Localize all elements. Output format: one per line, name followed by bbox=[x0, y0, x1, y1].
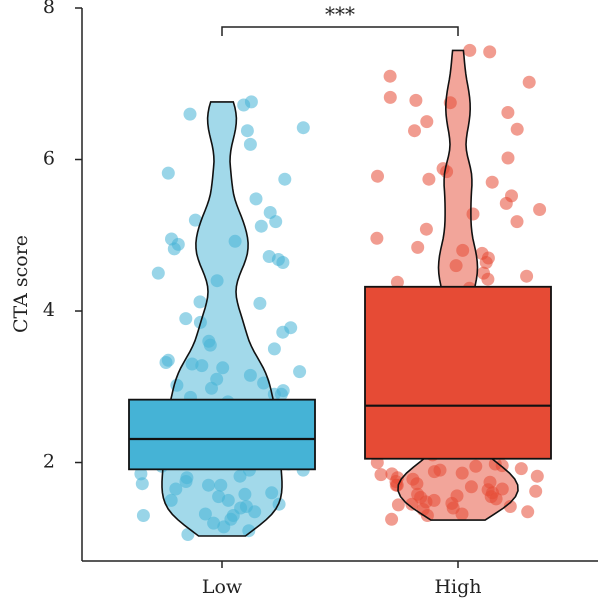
data-point bbox=[249, 192, 263, 206]
y-tick-label: 8 bbox=[43, 0, 55, 18]
data-point bbox=[420, 115, 434, 129]
data-point bbox=[409, 93, 423, 107]
significance-bracket bbox=[221, 26, 459, 36]
data-point bbox=[485, 175, 499, 189]
data-point bbox=[501, 151, 515, 165]
y-tick-label: 2 bbox=[43, 451, 55, 473]
data-point bbox=[521, 505, 535, 519]
data-point bbox=[240, 124, 254, 138]
data-point bbox=[278, 172, 292, 186]
data-point bbox=[267, 342, 281, 356]
data-point bbox=[510, 215, 524, 229]
data-point bbox=[481, 272, 495, 286]
significance-layer: *** bbox=[221, 2, 459, 36]
data-point bbox=[136, 509, 150, 522]
data-point bbox=[514, 462, 528, 476]
x-tick-label: Low bbox=[202, 576, 243, 598]
data-point bbox=[134, 467, 148, 481]
data-point bbox=[411, 240, 425, 254]
y-axis-title: CTA score bbox=[10, 235, 32, 333]
data-point bbox=[383, 90, 397, 104]
data-point bbox=[151, 266, 165, 280]
data-point bbox=[419, 222, 433, 236]
data-point bbox=[271, 253, 285, 266]
data-point bbox=[274, 387, 288, 401]
data-point bbox=[263, 206, 277, 219]
data-point bbox=[135, 477, 149, 491]
data-point bbox=[501, 106, 515, 119]
data-point bbox=[276, 325, 290, 339]
data-point bbox=[520, 269, 534, 283]
axes-layer bbox=[81, 8, 598, 562]
x-tick-label: High bbox=[434, 576, 481, 598]
box-iqr bbox=[128, 398, 316, 471]
data-point bbox=[183, 107, 197, 121]
box-iqr bbox=[364, 285, 552, 460]
data-point bbox=[479, 256, 493, 269]
data-point bbox=[408, 124, 421, 138]
data-point bbox=[161, 166, 175, 180]
data-point bbox=[374, 468, 388, 482]
data-point bbox=[390, 275, 404, 289]
y-tick-label: 6 bbox=[43, 148, 55, 170]
data-point bbox=[188, 213, 202, 227]
data-point bbox=[391, 498, 405, 512]
data-point bbox=[529, 484, 543, 498]
data-point bbox=[483, 45, 497, 59]
data-point bbox=[510, 122, 524, 136]
data-point bbox=[254, 219, 268, 233]
box-layer bbox=[128, 285, 552, 471]
ticks-layer: Low High 2 4 6 8 bbox=[43, 0, 482, 598]
data-point bbox=[167, 242, 181, 256]
y-tick-label: 4 bbox=[43, 299, 55, 321]
data-point bbox=[193, 295, 207, 309]
data-point bbox=[385, 512, 399, 526]
data-point bbox=[253, 296, 267, 310]
data-point bbox=[244, 95, 258, 109]
data-point bbox=[522, 75, 536, 89]
data-point bbox=[533, 203, 547, 216]
significance-label: *** bbox=[325, 2, 355, 26]
data-point bbox=[159, 356, 173, 369]
data-point bbox=[293, 365, 307, 379]
data-point bbox=[371, 169, 384, 183]
data-point bbox=[296, 121, 310, 135]
data-point bbox=[179, 312, 193, 326]
data-point bbox=[370, 231, 384, 245]
data-point bbox=[243, 137, 257, 151]
data-point bbox=[499, 196, 513, 210]
data-point bbox=[422, 172, 436, 186]
data-point bbox=[463, 43, 477, 57]
data-point bbox=[383, 69, 397, 83]
data-point bbox=[530, 469, 544, 483]
